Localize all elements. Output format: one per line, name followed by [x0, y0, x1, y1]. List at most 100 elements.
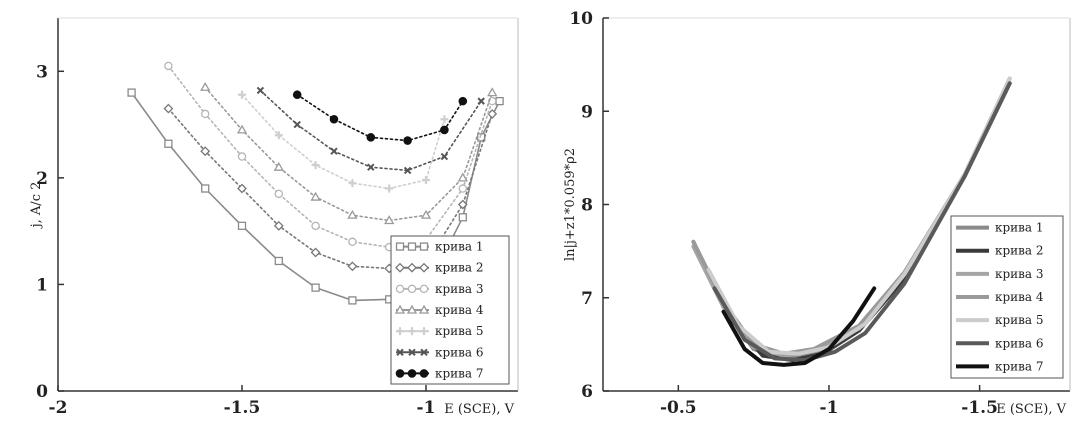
legend-marker-3 — [419, 284, 429, 294]
series-line-7 — [721, 286, 877, 367]
x-tick-label: -1.5 — [224, 398, 261, 418]
x-axis-label: E (SCE), V — [444, 402, 514, 417]
legend-marker-6 — [420, 348, 428, 356]
series-6-point — [367, 163, 375, 171]
series-2-point — [487, 108, 498, 119]
legend-marker-5 — [408, 327, 416, 336]
series-1-point — [164, 139, 173, 148]
series-7-point — [440, 125, 449, 135]
legend-marker-1 — [407, 242, 417, 251]
legend-label-6: крива 6 — [435, 345, 484, 359]
series-line-5 — [241, 93, 446, 190]
x-axis-label: E (SCE), V — [996, 402, 1066, 417]
series-6-point — [330, 147, 338, 155]
series-7-point — [366, 133, 376, 142]
x-tick-label: -1 — [417, 398, 436, 418]
series-2-point — [347, 261, 358, 272]
series-5-point — [422, 175, 430, 184]
legend-marker-2 — [419, 262, 429, 273]
y-axis-label: ln|j+z1*0.059*ρ2 — [563, 148, 578, 261]
legend-marker-3 — [407, 284, 417, 294]
series-6-point — [256, 86, 265, 95]
legend-label-3: крива 3 — [435, 282, 484, 296]
x-tick-label: -1 — [820, 398, 839, 418]
legend-marker-7 — [395, 369, 405, 378]
series-2-point — [457, 199, 468, 210]
series-5-point — [440, 115, 449, 124]
series-1-point — [274, 256, 283, 266]
y-tick-label: 8 — [581, 196, 593, 216]
legend-marker-2 — [395, 262, 405, 273]
legend-label-7: крива 7 — [435, 366, 484, 380]
legend-label-2: крива 2 — [435, 261, 484, 275]
legend-label-4: крива 4 — [435, 303, 484, 317]
x-tick-label: -1.5 — [961, 398, 998, 418]
series-6-point — [293, 120, 301, 129]
series-2-point — [273, 220, 284, 231]
y-tick-label: 2 — [36, 169, 48, 189]
series-4-point — [457, 172, 468, 182]
series-4-point — [347, 209, 358, 219]
series-1-point — [201, 184, 210, 193]
legend-label-6: крива 6 — [995, 336, 1044, 350]
series-4-point — [273, 161, 284, 171]
legend-marker-7 — [419, 369, 429, 378]
legend-marker-4 — [406, 304, 418, 314]
series-2-point — [163, 103, 174, 114]
legend-marker-4 — [418, 304, 430, 314]
series-2-point — [237, 183, 247, 194]
y-tick-label: 1 — [36, 275, 48, 295]
series-3-point — [311, 221, 320, 231]
y-tick-label: 6 — [581, 382, 593, 402]
legend-marker-7 — [407, 369, 417, 378]
y-tick-label: 3 — [36, 62, 48, 82]
legend-marker-5 — [420, 327, 428, 336]
series-line-3 — [167, 65, 494, 248]
legend-marker-1 — [395, 242, 405, 251]
legend-marker-2 — [407, 262, 417, 273]
series-7-point — [292, 90, 302, 100]
series-1-point — [458, 213, 467, 222]
series-1-point — [127, 88, 136, 97]
legend-label-1: крива 1 — [995, 221, 1044, 235]
legend-marker-6 — [408, 348, 416, 356]
series-4-point — [236, 124, 248, 134]
series-4-point — [200, 81, 211, 91]
y-tick-label: 7 — [581, 289, 593, 309]
legend-marker-3 — [395, 284, 405, 294]
legend-label-4: крива 4 — [995, 290, 1044, 304]
series-3-point — [458, 184, 468, 193]
legend-label-2: крива 2 — [995, 244, 1044, 258]
y-axis-label: j, A/c 2 — [29, 182, 44, 230]
legend-marker-5 — [396, 327, 404, 336]
series-line-6 — [712, 81, 1012, 363]
series-1-point — [495, 96, 504, 106]
series-1-point — [348, 296, 357, 305]
series-4-point — [420, 209, 432, 219]
series-1-point — [311, 283, 320, 292]
x-tick-label: -2 — [49, 398, 68, 418]
series-5-point — [348, 179, 357, 188]
legend-label-1: крива 1 — [435, 240, 484, 254]
series-line-4 — [204, 86, 494, 222]
y-tick-label: 10 — [569, 9, 593, 29]
series-6-point — [440, 152, 449, 161]
series-7-point — [329, 114, 339, 124]
legend-label-7: крива 7 — [995, 359, 1044, 373]
legend-marker-6 — [396, 348, 404, 356]
legend-marker-1 — [419, 242, 429, 251]
y-tick-label: 9 — [581, 102, 593, 122]
series-5-point — [238, 90, 246, 99]
series-3-point — [237, 152, 247, 161]
series-7-point — [458, 96, 468, 106]
series-6-point — [403, 166, 412, 175]
series-5-point — [385, 184, 394, 193]
series-3-point — [200, 109, 210, 119]
series-3-point — [164, 61, 173, 71]
series-line-2 — [167, 107, 494, 270]
series-4-point — [487, 87, 498, 97]
series-3-point — [348, 237, 357, 247]
series-5-point — [274, 131, 283, 140]
series-6-point — [477, 97, 485, 105]
